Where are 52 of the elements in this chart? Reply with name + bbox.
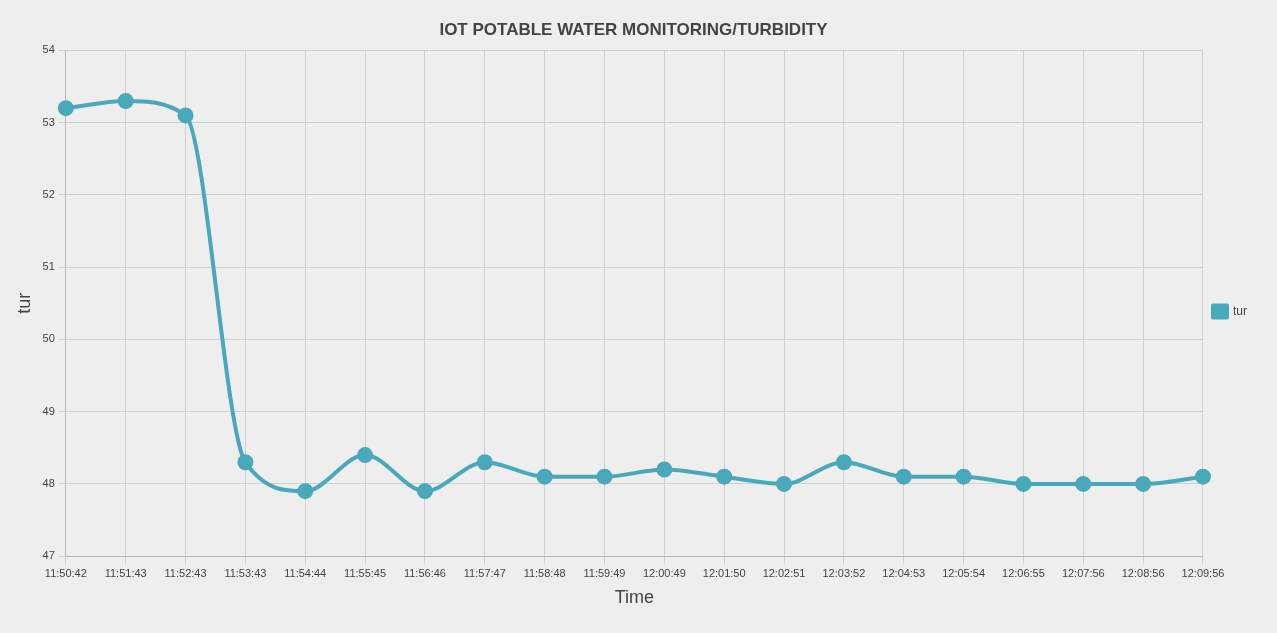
y-axis-title: tur — [13, 292, 34, 314]
point — [237, 454, 254, 471]
point — [895, 468, 912, 485]
x-tick-label: 12:09:56 — [1181, 566, 1225, 579]
point — [357, 447, 374, 464]
point — [57, 100, 74, 117]
y-tick-label: 47 — [42, 549, 55, 562]
point — [656, 461, 673, 478]
chart-title: IOT POTABLE WATER MONITORING/TURBIDITY — [439, 19, 829, 39]
x-tick-label: 11:50:42 — [44, 566, 87, 579]
point — [596, 468, 613, 485]
y-tick-label: 53 — [42, 115, 55, 128]
x-tick-label: 12:01:50 — [702, 566, 746, 579]
x-tick-label: 11:58:48 — [523, 566, 566, 579]
point — [955, 468, 972, 485]
point — [416, 483, 433, 500]
x-tick-label: 11:51:43 — [104, 566, 147, 579]
point — [1075, 475, 1092, 492]
point — [1015, 475, 1032, 492]
x-tick-label: 11:56:46 — [403, 566, 446, 579]
x-tick-label: 12:00:49 — [642, 566, 686, 579]
point — [536, 468, 553, 485]
x-tick-label: 11:52:43 — [164, 566, 207, 579]
legend-label: tur — [1233, 303, 1248, 318]
x-tick-label: 12:04:53 — [882, 566, 926, 579]
x-tick-label: 11:54:44 — [284, 566, 327, 579]
y-tick-label: 50 — [42, 332, 55, 345]
y-tick-label: 49 — [42, 404, 55, 417]
point — [117, 92, 134, 109]
point — [716, 468, 733, 485]
x-tick-label: 12:05:54 — [942, 566, 986, 579]
x-axis-title: Time — [614, 587, 655, 608]
y-tick-label: 52 — [42, 187, 55, 200]
point — [177, 107, 194, 124]
x-tick-label: 11:55:45 — [344, 566, 387, 579]
x-tick-label: 11:53:43 — [224, 566, 267, 579]
x-tick-label: 12:07:56 — [1061, 566, 1105, 579]
point — [1195, 468, 1211, 485]
y-tick-label: 54 — [42, 43, 55, 56]
x-tick-label: 11:57:47 — [463, 566, 506, 579]
point — [835, 454, 852, 471]
point — [297, 483, 314, 500]
x-tick-label: 12:02:51 — [762, 566, 806, 579]
point — [776, 475, 793, 492]
x-tick-label: 12:08:56 — [1121, 566, 1165, 579]
y-tick-label: 51 — [42, 260, 55, 273]
y-tick-label: 48 — [42, 476, 55, 489]
point — [476, 454, 493, 471]
x-tick-label: 12:06:55 — [1002, 566, 1045, 579]
x-tick-label: 11:59:49 — [583, 566, 626, 579]
x-tick-label: 12:03:52 — [822, 566, 866, 579]
point — [1135, 475, 1152, 492]
